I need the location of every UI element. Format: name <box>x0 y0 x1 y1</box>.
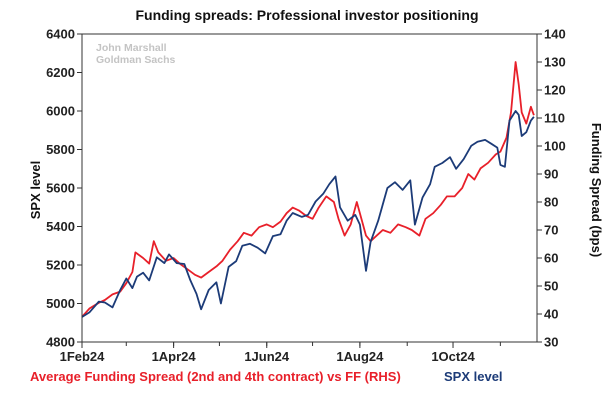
y-left-tick-label: 5600 <box>46 181 75 196</box>
watermark-line-2: Goldman Sachs <box>96 54 176 66</box>
watermark-line-1: John Marshall <box>96 42 167 54</box>
legend-spx-level: SPX level <box>444 369 503 384</box>
x-tick-label: 1Feb24 <box>60 349 106 364</box>
y-left-tick-label: 5200 <box>46 258 75 273</box>
series-line-funding-spread <box>81 61 535 318</box>
y-right-tick-label: 140 <box>544 27 566 42</box>
y-left-tick-label: 6200 <box>46 65 75 80</box>
y-right-tick-label: 40 <box>544 307 558 322</box>
y-right-tick-label: 60 <box>544 251 558 266</box>
y-right-tick-label: 50 <box>544 279 558 294</box>
chart-title: Funding spreads: Professional investor p… <box>135 7 478 23</box>
y-right-tick-label: 130 <box>544 55 566 70</box>
x-tick-label: 1Apr24 <box>152 349 197 364</box>
y-right-tick-label: 110 <box>544 111 565 126</box>
y-axis-right-title: Funding Spread (bps) <box>589 123 604 257</box>
x-tick-label: 1Oct24 <box>431 349 475 364</box>
y-left-tick-label: 5400 <box>46 219 75 234</box>
series-line-spx-level <box>81 110 535 318</box>
x-tick-label: 1Aug24 <box>336 349 384 364</box>
y-right-tick-label: 120 <box>544 83 566 98</box>
plot-frame <box>81 33 538 343</box>
y-left-tick-label: 6400 <box>46 27 75 42</box>
y-right-tick-label: 70 <box>544 223 558 238</box>
y-right-tick-label: 100 <box>544 139 566 154</box>
x-tick-label: 1Jun24 <box>244 349 290 364</box>
legend-funding-spread: Average Funding Spread (2nd and 4th cont… <box>30 369 401 384</box>
y-left-tick-label: 5000 <box>46 296 75 311</box>
axes: 4800 5000 5200 5400 5600 5800 6000 6200 6400 30 40… <box>46 27 566 365</box>
y-right-tick-label: 90 <box>544 167 558 182</box>
y-axis-left-title: SPX level <box>28 161 43 220</box>
y-right-tick-label: 80 <box>544 195 558 210</box>
y-left-tick-label: 5800 <box>46 142 75 157</box>
y-left-tick-label: 6000 <box>46 104 75 119</box>
y-right-tick-label: 30 <box>544 335 558 350</box>
y-left-tick-label: 4800 <box>46 335 75 350</box>
series-group <box>81 61 535 318</box>
